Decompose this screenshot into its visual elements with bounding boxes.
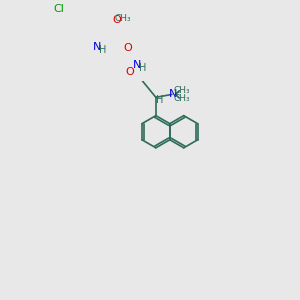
Text: H: H: [156, 94, 163, 104]
Text: CH₃: CH₃: [115, 14, 131, 23]
Text: N: N: [92, 42, 101, 52]
Text: O: O: [123, 43, 132, 52]
Text: Cl: Cl: [54, 4, 65, 14]
Text: CH₃: CH₃: [173, 94, 190, 103]
Text: H: H: [139, 63, 146, 73]
Text: N: N: [133, 60, 141, 70]
Text: N: N: [169, 89, 178, 99]
Text: H: H: [100, 45, 107, 55]
Text: CH₃: CH₃: [173, 85, 190, 94]
Text: O: O: [112, 15, 121, 25]
Text: O: O: [125, 67, 134, 77]
